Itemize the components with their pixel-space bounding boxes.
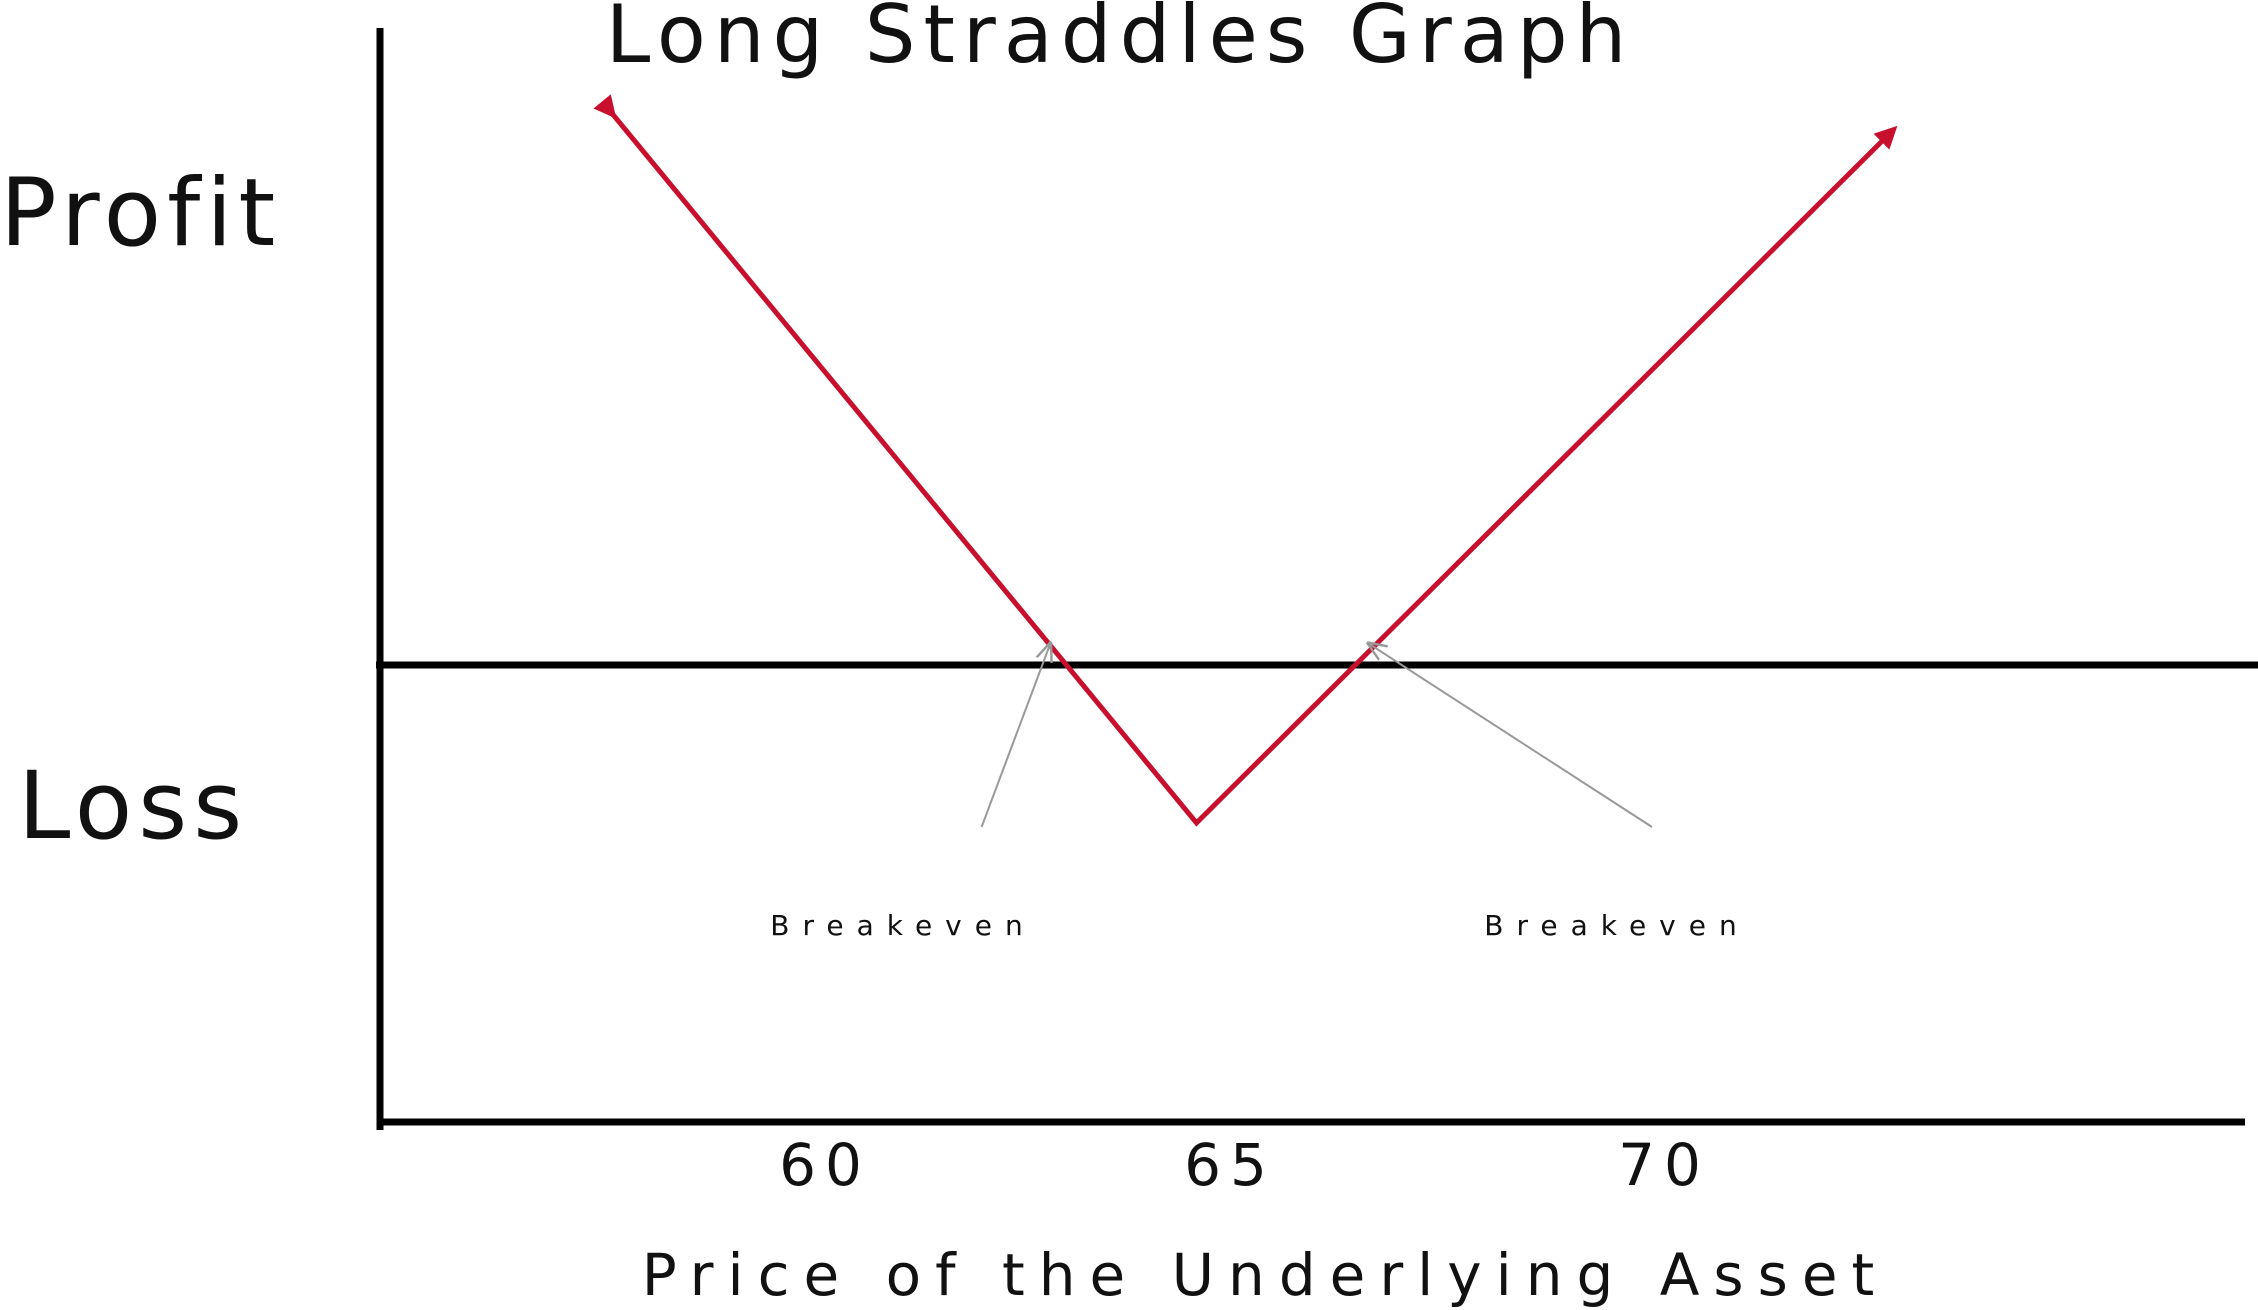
- chart-title: Long Straddles Graph: [606, 0, 1635, 81]
- breakeven-arrow: [980, 643, 1051, 828]
- y-label-loss: Loss: [18, 752, 248, 861]
- payoff-layer: [593, 94, 1898, 827]
- x-axis-label: Price of the Underlying Asset: [642, 1241, 1889, 1309]
- x-tick-label: 65: [1184, 1131, 1276, 1199]
- payoff-line: [593, 94, 1898, 827]
- breakeven-label: Breakeven: [1484, 909, 1749, 942]
- y-label-profit: Profit: [0, 159, 281, 268]
- breakeven-label: Breakeven: [770, 909, 1035, 942]
- breakeven-arrow: [1368, 643, 1653, 828]
- x-tick-label: 70: [1618, 1131, 1710, 1199]
- annotation-layer: [980, 643, 1653, 828]
- x-tick-label: 60: [779, 1131, 871, 1199]
